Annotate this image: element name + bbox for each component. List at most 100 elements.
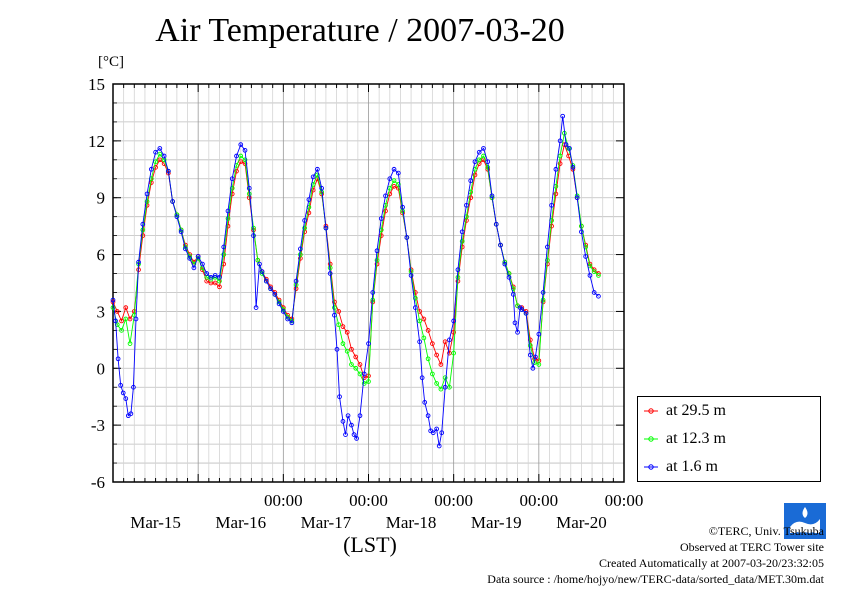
data-point	[515, 329, 520, 335]
data-point	[464, 202, 469, 208]
data-point	[434, 426, 439, 432]
series-1	[110, 130, 601, 392]
data-point	[527, 343, 533, 348]
data-point	[298, 252, 303, 257]
data-point	[208, 274, 214, 280]
data-point	[119, 328, 124, 333]
data-point	[451, 318, 457, 324]
data-point	[183, 246, 188, 252]
data-point	[354, 436, 359, 441]
series-0	[110, 142, 601, 381]
copyright-text: ©TERC, Univ. Tsukuba	[708, 524, 824, 538]
x-tick-time-label: 00:00	[264, 491, 303, 510]
data-point	[425, 356, 431, 362]
data-point	[157, 146, 163, 151]
data-point	[361, 371, 367, 377]
data-point	[351, 432, 357, 437]
data-point	[434, 352, 439, 358]
data-point	[468, 178, 474, 184]
data-point	[178, 229, 184, 235]
data-point	[527, 352, 533, 358]
data-point	[357, 371, 363, 377]
data-point	[536, 362, 542, 367]
data-point	[387, 176, 393, 182]
data-point	[298, 246, 303, 252]
series-line	[112, 116, 599, 447]
data-point	[430, 371, 435, 377]
data-point	[553, 191, 559, 197]
legend-item-1-6m: at 1.6 m	[644, 457, 718, 477]
series-layer	[110, 113, 601, 449]
data-point	[153, 165, 158, 170]
data-point	[422, 400, 428, 405]
data-point	[481, 146, 486, 151]
y-ticks: -6 -3 0 3 6 9 12 15	[88, 75, 624, 492]
data-point	[434, 381, 439, 386]
data-point	[412, 305, 418, 310]
data-point	[343, 432, 348, 437]
data-point	[157, 157, 163, 163]
data-point	[591, 290, 597, 295]
data-point	[387, 185, 393, 191]
terc-logo-icon: TERC	[784, 503, 826, 539]
data-point	[306, 210, 312, 216]
data-point	[113, 318, 118, 324]
data-point	[579, 223, 584, 229]
data-point	[246, 185, 252, 191]
data-point	[574, 195, 580, 201]
x-tick-time-label: 00:00	[434, 491, 473, 510]
data-point	[238, 142, 244, 147]
data-point	[327, 271, 333, 276]
data-point	[306, 197, 312, 202]
data-point	[259, 269, 265, 274]
data-point	[493, 221, 499, 227]
data-point	[421, 335, 427, 341]
x-axis-label: (LST)	[343, 532, 397, 557]
data-point	[349, 362, 354, 367]
x-tick-date-label: Mar-15	[130, 513, 181, 532]
data-point	[221, 252, 227, 257]
data-point	[417, 318, 422, 324]
data-point	[436, 443, 442, 449]
data-point	[310, 182, 316, 187]
y-tick-label: 9	[97, 189, 106, 208]
data-point	[468, 195, 474, 201]
data-point	[408, 273, 414, 278]
data-point	[337, 394, 342, 400]
y-tick-label: 0	[97, 359, 106, 378]
created-text: Created Automatically at 2007-03-20/23:3…	[599, 556, 824, 570]
legend: at 29.5 m at 12.3 m at 1.6 m	[637, 396, 821, 482]
data-point	[596, 273, 601, 278]
x-tick-date-label: Mar-18	[386, 513, 437, 532]
data-point	[140, 221, 146, 227]
data-point	[276, 301, 282, 307]
source-text: Data source : /home/hojyo/new/TERC-data/…	[487, 572, 824, 586]
data-point	[442, 339, 448, 345]
data-point	[120, 390, 126, 396]
data-point	[442, 384, 448, 390]
data-point	[502, 261, 508, 267]
data-point	[293, 278, 299, 284]
data-point	[225, 216, 231, 221]
data-point	[289, 320, 295, 326]
data-point	[540, 290, 546, 295]
data-point	[302, 218, 307, 223]
data-point	[357, 413, 363, 419]
y-tick-label: 12	[88, 132, 105, 151]
data-point	[310, 187, 316, 193]
data-point	[447, 337, 452, 343]
data-point	[323, 225, 329, 231]
data-point	[557, 161, 563, 166]
data-point	[310, 174, 316, 180]
data-point	[123, 316, 129, 322]
data-point	[336, 309, 342, 314]
data-point	[212, 273, 218, 278]
data-point	[489, 193, 495, 199]
data-point	[459, 229, 465, 235]
data-point	[238, 159, 244, 165]
data-point	[519, 307, 525, 312]
data-point	[251, 233, 256, 238]
data-point	[334, 346, 340, 352]
data-point	[412, 295, 418, 301]
